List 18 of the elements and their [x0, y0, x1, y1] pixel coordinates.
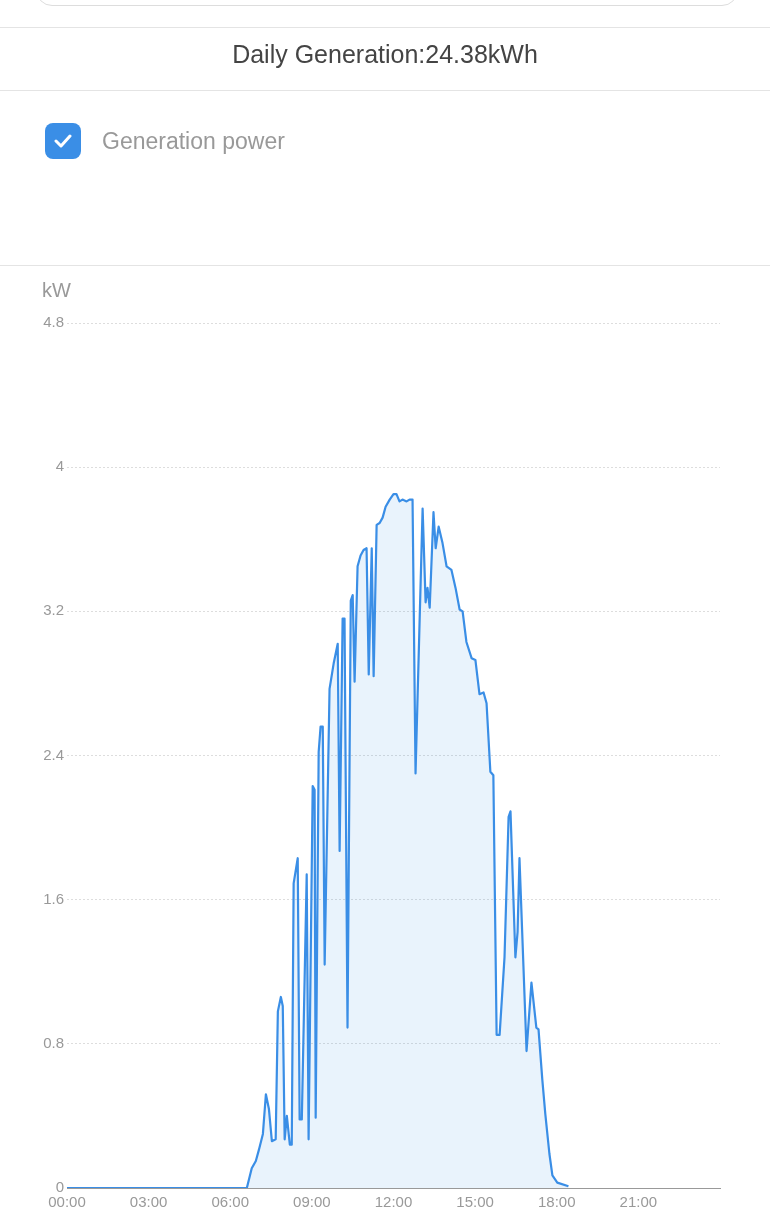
y-tick-label: 4: [55, 457, 64, 475]
x-tick-label: 06:00: [211, 1193, 250, 1211]
y-tick-label: 2.4: [43, 745, 64, 763]
x-tick-label: 21:00: [619, 1193, 658, 1211]
y-axis-title: kW: [42, 278, 71, 301]
x-tick-label: 03:00: [129, 1193, 168, 1211]
x-tick-label: 12:00: [374, 1193, 413, 1211]
legend-label: Generation power: [102, 127, 285, 155]
y-tick-label: 0: [55, 1178, 64, 1196]
x-tick-label: 00:00: [48, 1193, 86, 1211]
x-tick-label: 09:00: [293, 1193, 331, 1211]
x-tick-label: 15:00: [456, 1193, 494, 1211]
x-tick-label: 18:00: [537, 1193, 576, 1211]
y-tick-label: 3.2: [43, 601, 64, 619]
y-tick-label: 1.6: [43, 889, 64, 907]
y-tick-label: 4.8: [43, 313, 64, 331]
y-tick-label: 0.8: [43, 1033, 64, 1051]
chart-title: Daily Generation:24.38kWh: [231, 40, 539, 69]
